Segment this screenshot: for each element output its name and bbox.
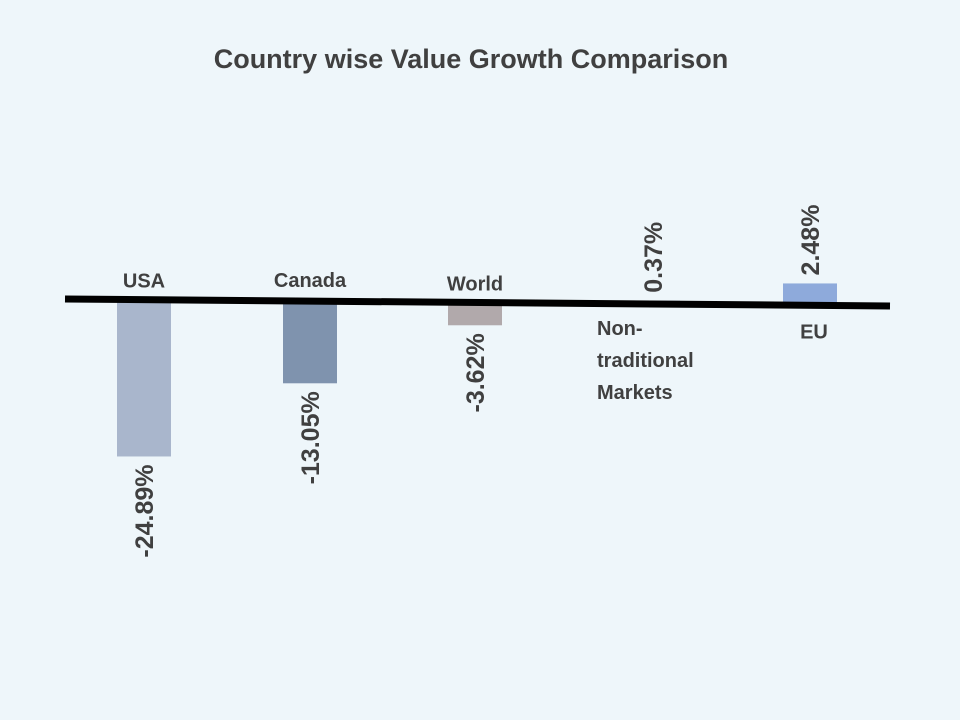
category-label-1: Canada [274,270,347,292]
category-label-4: EU [800,321,828,343]
bar-4 [783,283,837,306]
category-label-line: EU [800,321,828,343]
bar-1 [283,301,337,384]
data-label-3: 0.37% [640,222,668,293]
category-label-line: Non- [597,318,643,340]
category-label-line: Markets [597,382,673,404]
category-label-line: USA [123,271,165,293]
bar-0 [117,299,171,457]
category-label-3: Non-traditional Markets [597,318,694,404]
category-label-2: World [447,273,503,295]
data-label-0: -24.89% [131,464,159,557]
category-label-line: Canada [274,270,347,292]
category-label-0: USA [123,271,165,293]
bar-2 [448,302,502,326]
chart-title: Country wise Value Growth Comparison [214,44,729,74]
category-label-line: World [447,273,503,295]
data-label-4: 2.48% [797,205,825,276]
zero-axis-line [64,295,891,310]
data-label-1: -13.05% [297,391,325,484]
data-label-2: -3.62% [462,333,490,412]
category-label-line: traditional [597,350,694,372]
